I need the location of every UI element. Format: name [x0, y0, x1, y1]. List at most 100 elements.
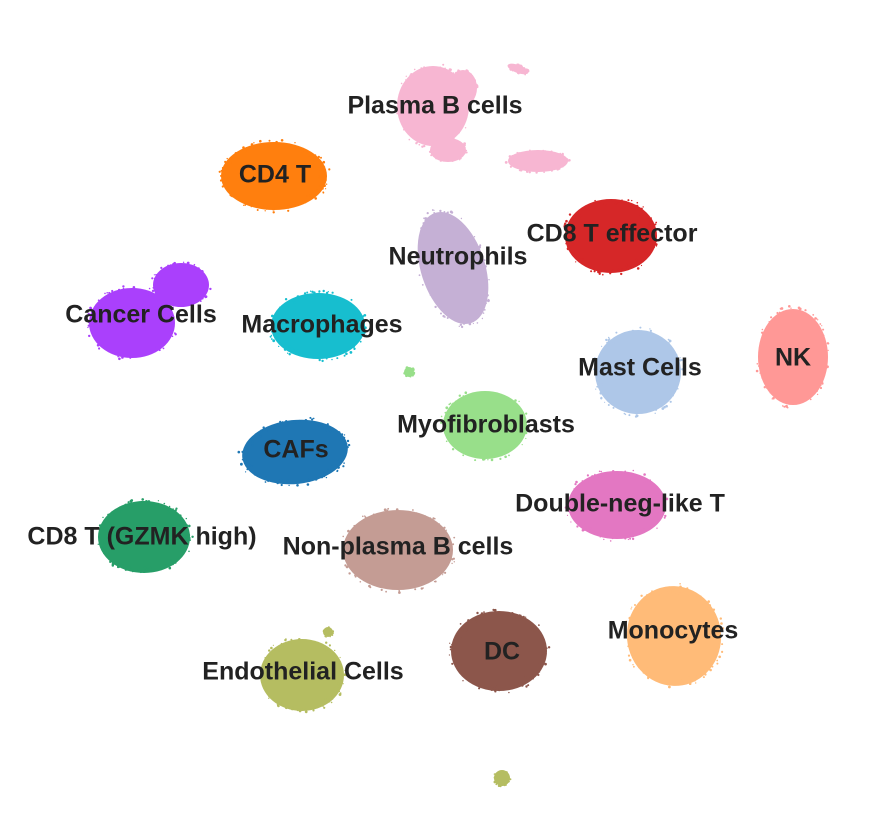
cell-point	[674, 362, 677, 365]
cell-point	[294, 142, 296, 144]
cell-point	[337, 431, 341, 434]
cell-point	[113, 513, 116, 516]
cell-point	[237, 157, 240, 160]
cell-point	[473, 79, 476, 82]
cell-point	[163, 502, 166, 505]
cell-point	[325, 183, 328, 185]
cell-point	[436, 71, 438, 73]
cluster-cd8-t-effector	[563, 199, 658, 276]
cell-point	[272, 211, 275, 214]
label-non-plasma-b-cells: Non-plasma B cells	[283, 533, 514, 561]
cell-point	[452, 648, 455, 651]
cell-point	[317, 292, 321, 296]
cluster-blob	[153, 263, 209, 307]
cell-point	[144, 569, 146, 572]
cell-point	[700, 604, 704, 607]
cell-point	[454, 129, 457, 132]
cell-point	[245, 147, 248, 149]
cell-point	[508, 454, 510, 457]
cell-point	[627, 332, 630, 335]
cell-point	[503, 783, 506, 787]
cell-point	[519, 168, 523, 172]
cell-point	[671, 393, 674, 397]
cluster-blob	[451, 611, 547, 691]
cell-point	[262, 426, 265, 429]
cell-point	[267, 204, 269, 206]
cell-point	[560, 154, 563, 158]
cell-point	[341, 437, 344, 440]
cell-point	[458, 394, 461, 397]
cell-point	[710, 612, 714, 616]
cell-point	[602, 392, 604, 395]
cell-point	[407, 130, 409, 133]
cell-point	[180, 550, 183, 552]
cell-point	[278, 345, 280, 348]
cell-point	[151, 277, 154, 280]
cell-point	[409, 375, 412, 378]
cell-point	[445, 429, 448, 431]
cell-point	[343, 434, 346, 436]
cell-point	[314, 197, 318, 200]
cell-point	[103, 540, 107, 544]
cell-point	[322, 426, 325, 428]
cell-point	[175, 303, 177, 306]
cell-point	[511, 69, 514, 72]
cell-point	[166, 266, 169, 269]
cell-point	[431, 209, 434, 211]
cell-point	[461, 626, 464, 629]
cell-point	[474, 88, 477, 91]
cell-point	[498, 688, 501, 692]
cluster-dc	[448, 608, 551, 694]
cell-point	[645, 250, 648, 253]
cell-point	[625, 201, 627, 203]
cell-point	[304, 710, 308, 714]
cell-point	[321, 644, 324, 647]
cell-point	[174, 333, 177, 336]
cell-point	[272, 339, 276, 343]
cluster-non-plasma-b-cells	[342, 507, 456, 594]
cell-point	[527, 620, 531, 624]
cell-point	[408, 138, 411, 141]
cell-point	[619, 534, 621, 537]
cell-point	[226, 180, 229, 183]
cell-point	[559, 152, 562, 155]
cell-point	[419, 250, 422, 252]
cell-point	[618, 201, 621, 203]
cell-point	[642, 671, 645, 674]
cell-point	[655, 243, 658, 246]
cell-point	[571, 225, 573, 228]
cell-point	[504, 684, 506, 686]
cell-point	[483, 259, 486, 261]
cell-point	[383, 508, 387, 512]
cell-point	[586, 474, 590, 477]
cell-point	[443, 211, 446, 213]
cell-point	[124, 568, 127, 571]
cell-point	[377, 580, 380, 583]
cell-point	[265, 208, 268, 210]
cell-point	[357, 326, 360, 329]
cell-point	[342, 465, 345, 468]
cell-point	[612, 470, 615, 473]
cell-point	[281, 646, 285, 649]
cell-point	[652, 337, 655, 340]
cell-point	[629, 204, 632, 208]
cell-point	[454, 400, 457, 403]
cell-point	[98, 347, 101, 350]
cell-point	[405, 366, 409, 370]
cell-point	[101, 345, 104, 347]
cell-point	[290, 347, 294, 350]
cell-point	[761, 376, 764, 379]
cell-point	[347, 529, 350, 533]
cell-point	[204, 289, 207, 293]
cell-point	[649, 479, 651, 481]
cell-point	[248, 440, 250, 442]
cell-point	[789, 397, 792, 400]
cell-point	[761, 328, 764, 331]
cell-point	[156, 299, 159, 302]
cell-point	[342, 535, 345, 538]
cell-point	[623, 202, 626, 205]
cell-point	[278, 204, 282, 207]
cluster-blob	[221, 142, 327, 210]
cell-point	[434, 305, 437, 309]
cell-point	[167, 511, 170, 514]
